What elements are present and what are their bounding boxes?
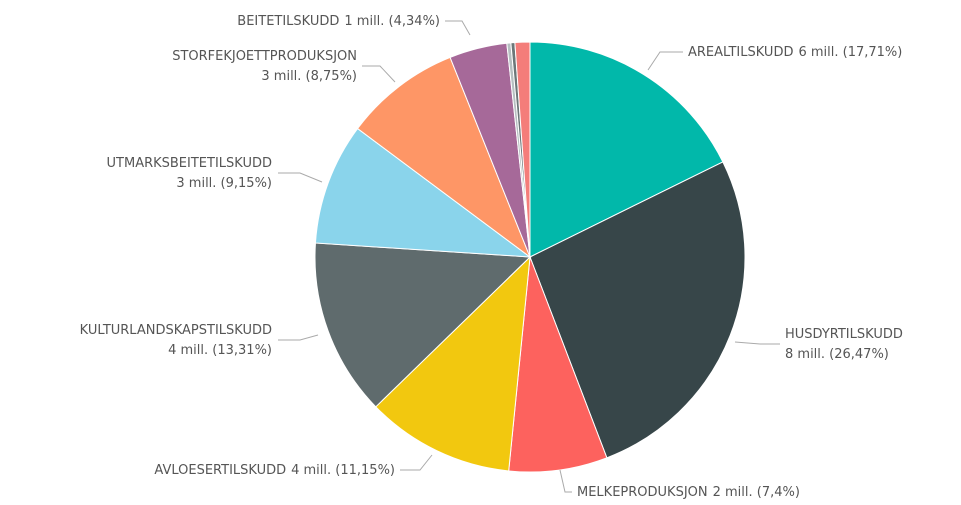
data-label-value: 4 mill. (11,15%) xyxy=(291,463,395,478)
pie-slice xyxy=(529,161,746,459)
data-label-value: 3 mill. (8,75%) xyxy=(261,69,357,84)
pie-slice xyxy=(508,256,608,473)
pie-slice xyxy=(356,56,532,259)
pie-slice xyxy=(514,41,531,258)
data-label: AVLOESERTILSKUDD 4 mill. (11,15%) xyxy=(154,463,395,478)
leader-line xyxy=(734,341,780,345)
data-label-category: HUSDYRTILSKUDD xyxy=(785,327,903,342)
data-label-category: BEITETILSKUDD xyxy=(237,14,339,29)
pie-slice xyxy=(529,41,724,258)
leader-line xyxy=(278,172,323,183)
leader-line xyxy=(362,65,396,83)
pie-slice xyxy=(314,127,532,258)
data-label-value: 2 mill. (7,4%) xyxy=(713,485,800,500)
leader-line xyxy=(445,20,471,36)
data-label: KULTURLANDSKAPSTILSKUDD 4 mill. (13,31%) xyxy=(80,323,272,358)
data-label-value: 1 mill. (4,34%) xyxy=(344,14,440,29)
data-label-value: 3 mill. (9,15%) xyxy=(176,176,272,191)
data-label-category: MELKEPRODUKSJON xyxy=(577,485,708,500)
data-label-value: 6 mill. (17,71%) xyxy=(798,45,902,60)
leader-line xyxy=(400,454,433,471)
data-label-category: AREALTILSKUDD xyxy=(688,45,793,60)
data-label-value: 8 mill. (26,47%) xyxy=(785,347,889,362)
pie-slice xyxy=(375,255,531,472)
leader-line xyxy=(559,469,572,493)
data-label: STORFEKJOETTPRODUKSJON 3 mill. (8,75%) xyxy=(172,49,357,84)
leader-line xyxy=(647,51,683,71)
data-label: UTMARKSBEITETILSKUDD 3 mill. (9,15%) xyxy=(107,156,272,191)
pie-slice xyxy=(314,242,532,408)
leader-line xyxy=(278,334,319,341)
data-label: AREALTILSKUDD 6 mill. (17,71%) xyxy=(688,45,902,60)
data-label: MELKEPRODUKSJON 2 mill. (7,4%) xyxy=(577,485,800,500)
data-label-value: 4 mill. (13,31%) xyxy=(168,343,272,358)
data-label-category: KULTURLANDSKAPSTILSKUDD xyxy=(80,323,272,338)
data-label: HUSDYRTILSKUDD 8 mill. (26,47%) xyxy=(785,327,903,362)
data-label-category: AVLOESERTILSKUDD xyxy=(154,463,286,478)
data-label-category: STORFEKJOETTPRODUKSJON xyxy=(172,49,357,64)
data-label: BEITETILSKUDD 1 mill. (4,34%) xyxy=(237,14,440,29)
data-label-category: UTMARKSBEITETILSKUDD xyxy=(107,156,272,171)
